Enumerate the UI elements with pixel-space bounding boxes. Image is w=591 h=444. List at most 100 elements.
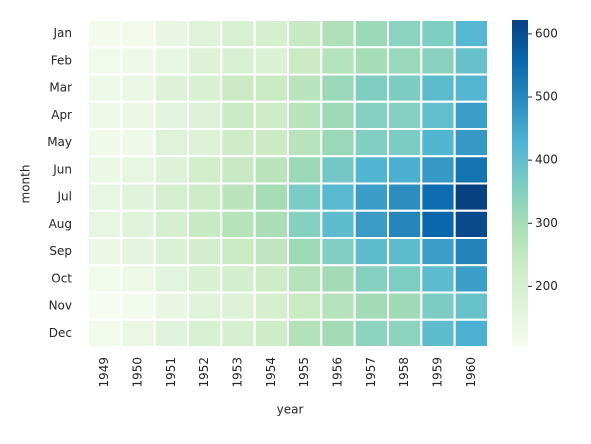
heatmap-cell bbox=[120, 264, 156, 294]
y-axis-label: month bbox=[19, 165, 33, 204]
y-tick-label: Feb bbox=[51, 53, 72, 67]
heatmap-cell bbox=[353, 237, 389, 267]
heatmap-cell bbox=[120, 100, 156, 130]
heatmap-cell bbox=[253, 318, 290, 348]
heatmap-cell bbox=[87, 264, 123, 294]
colorbar-tick-label: 400 bbox=[535, 153, 558, 167]
heatmap-cell bbox=[387, 237, 423, 267]
heatmap-cell bbox=[253, 182, 290, 212]
heatmap-cell bbox=[287, 19, 323, 49]
heatmap-cell bbox=[353, 182, 389, 212]
heatmap-cell bbox=[420, 264, 456, 294]
heatmap-cell bbox=[353, 46, 389, 76]
heatmap-cell bbox=[453, 264, 489, 294]
heatmap-cell bbox=[187, 291, 223, 321]
x-tick-label: 1958 bbox=[397, 357, 411, 388]
heatmap-cell bbox=[120, 128, 156, 158]
heatmap-cell bbox=[453, 19, 489, 49]
heatmap-cell bbox=[220, 209, 256, 239]
x-tick-label: 1949 bbox=[97, 357, 111, 388]
x-tick-label: 1956 bbox=[331, 357, 345, 388]
heatmap-cell bbox=[87, 128, 123, 158]
heatmap-cell bbox=[320, 209, 356, 239]
heatmap-cell bbox=[420, 209, 456, 239]
heatmap-cell bbox=[87, 46, 123, 76]
heatmap-cell bbox=[287, 209, 323, 239]
x-tick-label: 1951 bbox=[164, 357, 178, 388]
heatmap-cell bbox=[153, 100, 190, 130]
heatmap-cell bbox=[153, 46, 190, 76]
heatmap-cell bbox=[320, 237, 356, 267]
heatmap-cell bbox=[287, 318, 323, 348]
x-tick-label: 1959 bbox=[431, 357, 445, 388]
heatmap-cell bbox=[320, 128, 356, 158]
heatmap-cell bbox=[387, 209, 423, 239]
y-tick-label: May bbox=[47, 135, 72, 149]
heatmap-cell bbox=[87, 100, 123, 130]
heatmap-cell bbox=[453, 182, 489, 212]
heatmap-cell bbox=[287, 264, 323, 294]
heatmap-cell bbox=[253, 209, 290, 239]
heatmap-cell bbox=[120, 155, 156, 185]
y-tick-label: Dec bbox=[49, 326, 72, 340]
heatmap-cell bbox=[120, 19, 156, 49]
colorbar-tick-label: 500 bbox=[535, 90, 558, 104]
heatmap-cell bbox=[120, 318, 156, 348]
heatmap-cell bbox=[220, 237, 256, 267]
heatmap-cell bbox=[287, 73, 323, 103]
y-tick-label: Aug bbox=[49, 217, 72, 231]
heatmap-cell bbox=[320, 318, 356, 348]
heatmap-cell bbox=[387, 128, 423, 158]
heatmap-cell bbox=[287, 237, 323, 267]
heatmap-cell bbox=[320, 155, 356, 185]
y-tick-label: Sep bbox=[49, 244, 72, 258]
heatmap-cell bbox=[120, 291, 156, 321]
heatmap-cell bbox=[420, 155, 456, 185]
x-tick-label: 1960 bbox=[464, 357, 478, 388]
heatmap-cell bbox=[387, 155, 423, 185]
heatmap-cell bbox=[387, 46, 423, 76]
heatmap-cell bbox=[420, 46, 456, 76]
colorbar bbox=[512, 20, 528, 347]
heatmap-cell bbox=[87, 73, 123, 103]
heatmap-cell bbox=[287, 155, 323, 185]
heatmap-cell bbox=[253, 46, 290, 76]
heatmap-cell bbox=[87, 19, 123, 49]
heatmap-cell bbox=[253, 155, 290, 185]
heatmap-cell bbox=[320, 264, 356, 294]
y-tick-label: Jun bbox=[52, 162, 72, 176]
heatmap-cell bbox=[287, 100, 323, 130]
heatmap-cell bbox=[353, 73, 389, 103]
heatmap-cell bbox=[353, 209, 389, 239]
heatmap-cell bbox=[187, 182, 223, 212]
heatmap-cell bbox=[320, 46, 356, 76]
heatmap-cell bbox=[420, 237, 456, 267]
heatmap-cell bbox=[387, 291, 423, 321]
x-tick-label: 1957 bbox=[364, 357, 378, 388]
heatmap-cell bbox=[187, 73, 223, 103]
heatmap-cell bbox=[220, 264, 256, 294]
heatmap-cell bbox=[220, 128, 256, 158]
heatmap-cell bbox=[187, 155, 223, 185]
heatmap-cell bbox=[453, 291, 489, 321]
heatmap-cell bbox=[387, 182, 423, 212]
heatmap-cell bbox=[187, 318, 223, 348]
heatmap-cell bbox=[287, 291, 323, 321]
heatmap-cell bbox=[153, 291, 190, 321]
heatmap-cell bbox=[320, 73, 356, 103]
heatmap-cell bbox=[353, 155, 389, 185]
heatmap-cell bbox=[253, 100, 290, 130]
heatmap-cell bbox=[87, 209, 123, 239]
heatmap-cell bbox=[320, 182, 356, 212]
heatmap-cell bbox=[120, 237, 156, 267]
heatmap-cell bbox=[220, 291, 256, 321]
heatmap-cell bbox=[253, 128, 290, 158]
heatmap-cell bbox=[353, 291, 389, 321]
x-tick-label: 1952 bbox=[197, 357, 211, 388]
y-tick-label: Mar bbox=[49, 81, 72, 95]
heatmap-cell bbox=[420, 291, 456, 321]
heatmap-cell bbox=[120, 46, 156, 76]
heatmap-cell bbox=[353, 100, 389, 130]
heatmap-cell bbox=[253, 73, 290, 103]
heatmap-cell bbox=[87, 318, 123, 348]
